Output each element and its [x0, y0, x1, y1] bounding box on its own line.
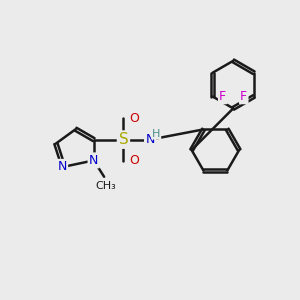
- Text: CH₃: CH₃: [95, 181, 116, 191]
- Text: O: O: [129, 112, 139, 125]
- Text: N: N: [57, 160, 67, 173]
- Text: F: F: [240, 90, 247, 103]
- Text: S: S: [118, 132, 128, 147]
- Text: N: N: [89, 154, 98, 167]
- Text: N: N: [146, 133, 155, 146]
- Text: H: H: [152, 129, 160, 139]
- Text: F: F: [219, 90, 226, 103]
- Text: O: O: [129, 154, 139, 167]
